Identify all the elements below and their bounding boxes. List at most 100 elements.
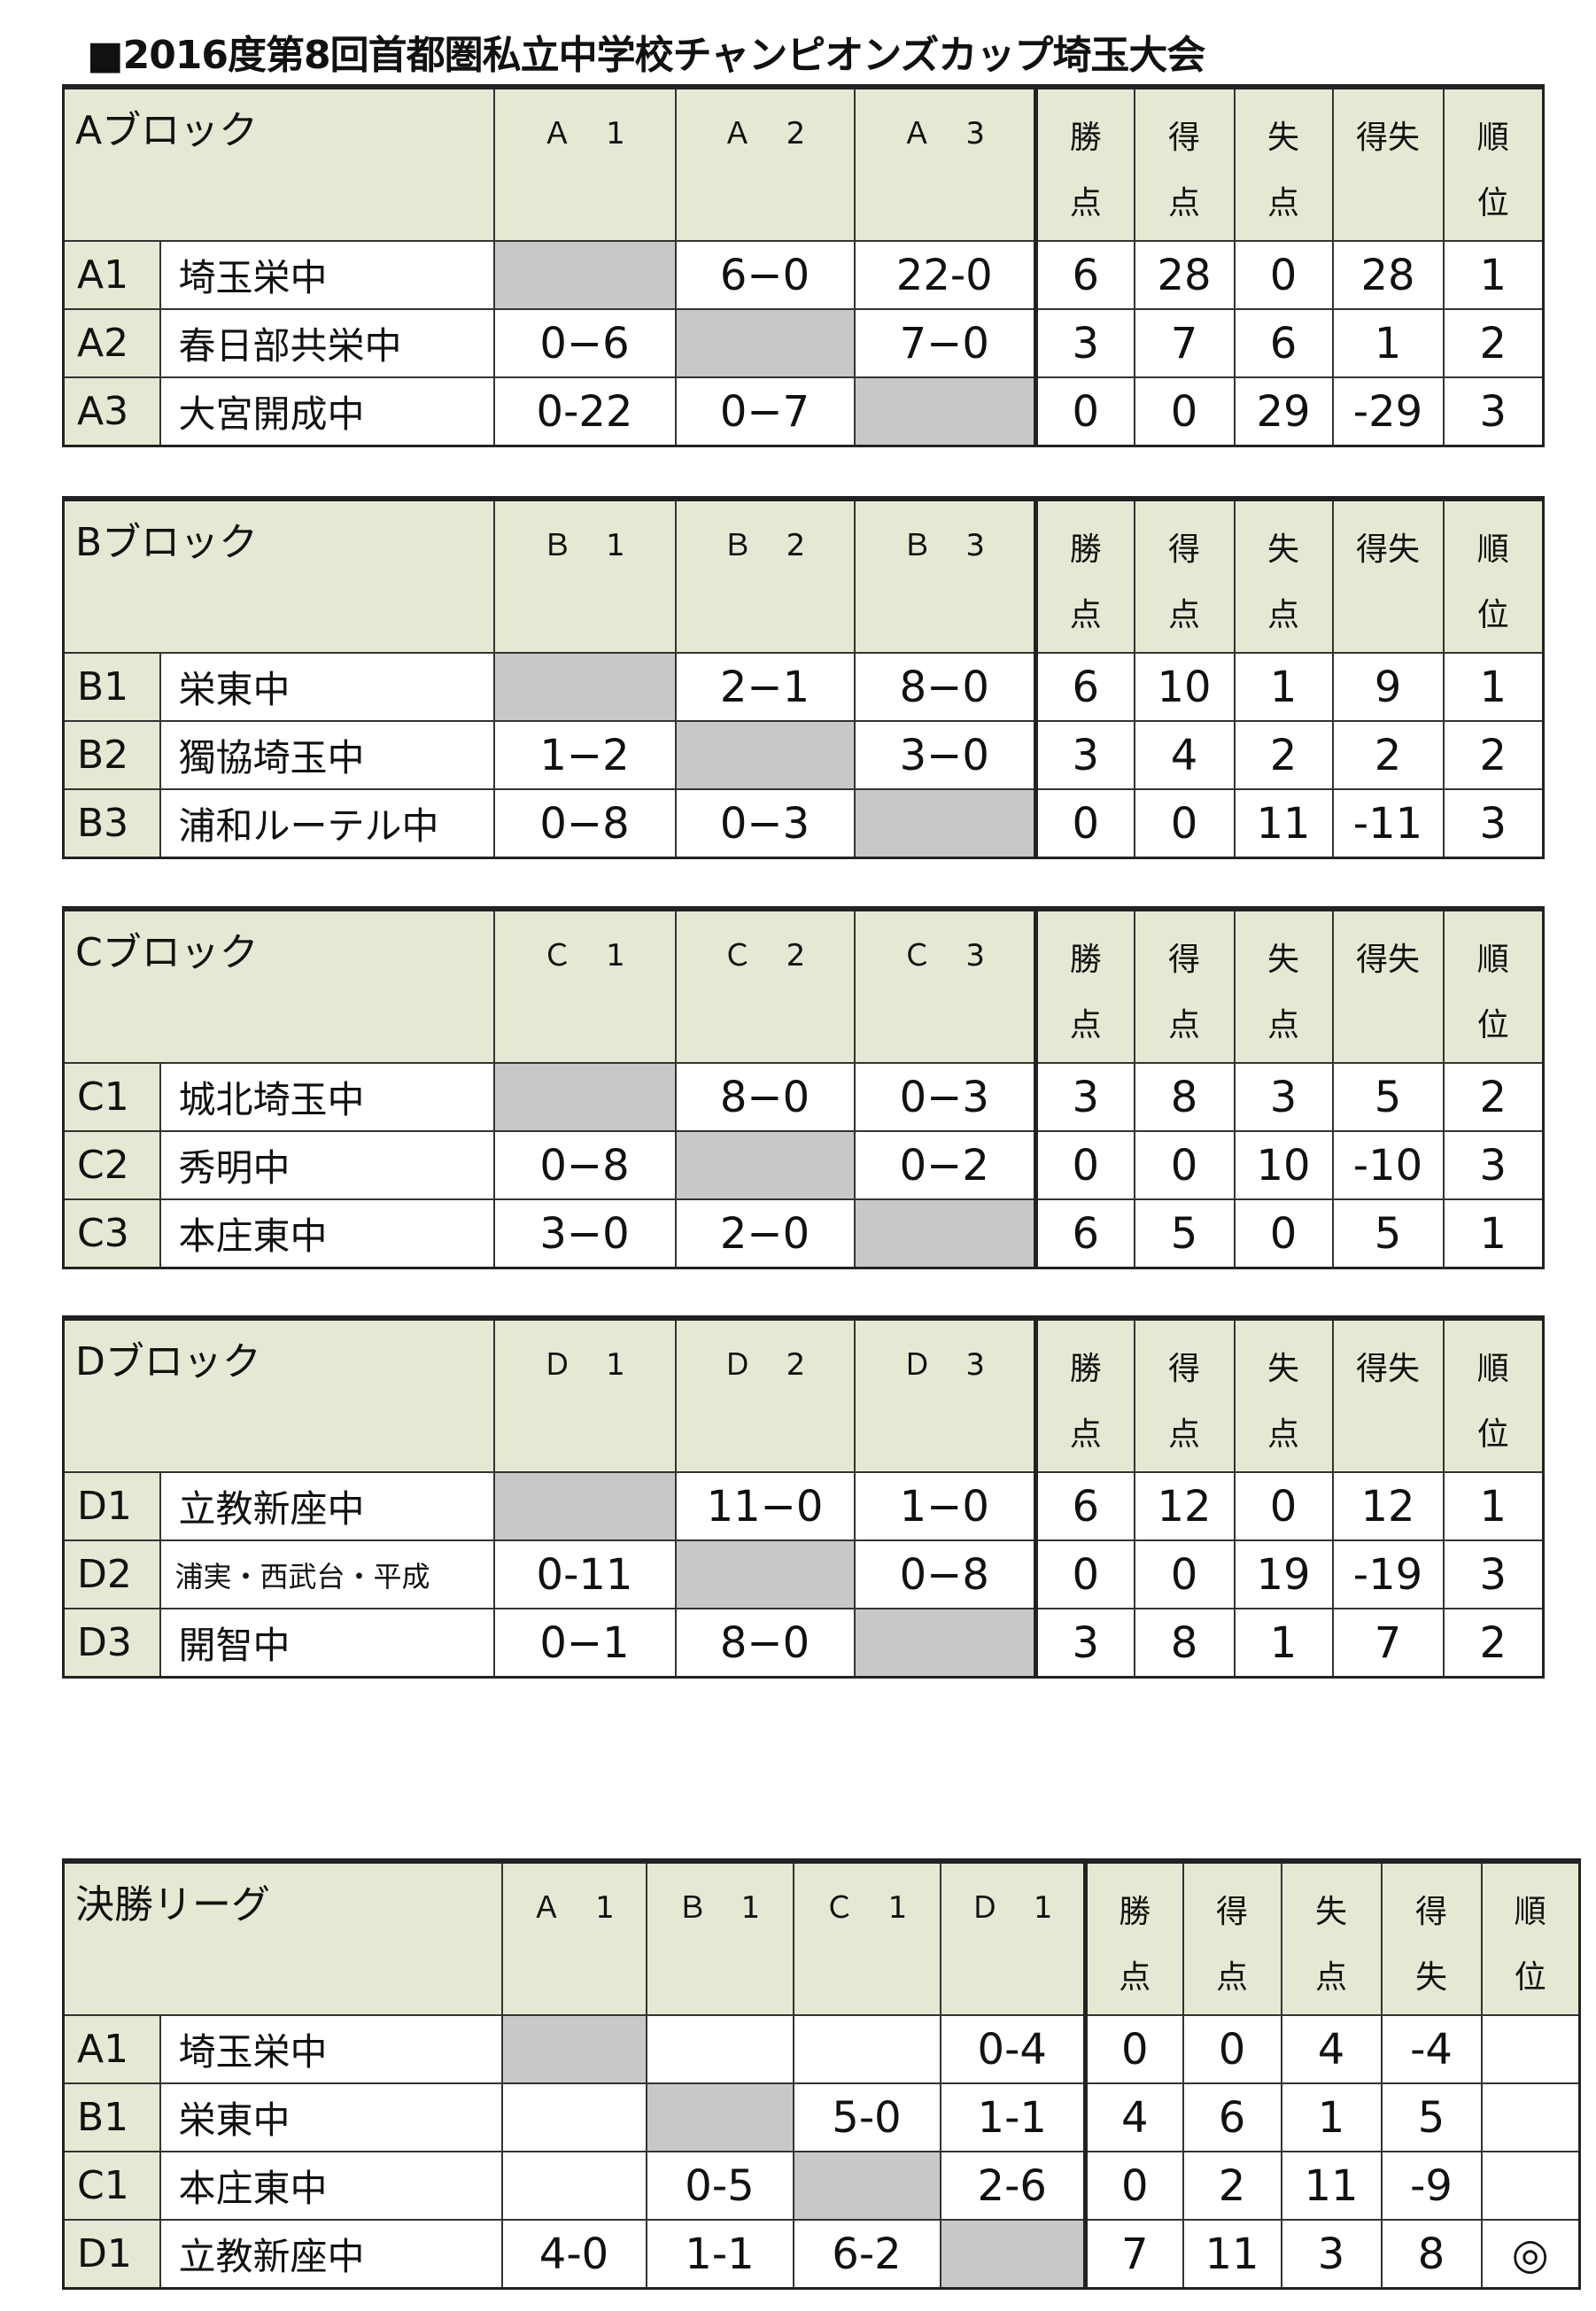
stat-cell [1480,2082,1581,2152]
stat-header-line: 位 [1476,185,1509,221]
stat-header-line: 点 [1267,185,1299,221]
stat-cell: 3 [1034,1608,1135,1679]
self-match-cell [645,2082,794,2152]
stat-header: 得失 [1331,498,1445,654]
stat-header-line: 失 [1267,120,1299,156]
stat-header-line: 失 [1414,1959,1447,1996]
stat-header: 得点 [1133,1317,1236,1473]
self-match-cell [674,720,856,790]
stat-cell: 11 [1233,788,1334,859]
stat-header: 得点 [1182,1860,1282,2016]
team-row: D1 立教新座中 4-0 1-1 6-2 7 11 3 8 ◎ [62,2219,1581,2290]
team-code: A2 [62,308,161,378]
stat-cell: 0 [1133,788,1236,859]
stat-header-line: 順 [1476,1351,1509,1387]
opponent-header: Ｂ 2 [674,498,856,654]
opponent-header: Ｄ 2 [674,1317,856,1473]
stat-header-line: 勝 [1069,1351,1102,1387]
stat-cell: 7 [1331,1608,1445,1679]
score-cell: 8−0 [674,1062,856,1132]
opponent-header: Ｃ 1 [792,1860,941,2016]
team-row: A1 埼玉栄中 6−0 22-0 6 28 0 28 1 [62,240,1545,310]
team-name: 本庄東中 [159,2151,503,2221]
stat-header: 失点 [1280,1860,1383,2016]
stat-cell: 4 [1083,2082,1184,2152]
score-cell: 0−8 [492,1130,677,1200]
stat-header-line: 点 [1069,597,1102,633]
stat-cell: 11 [1280,2151,1383,2221]
stat-header: 勝点 [1034,1317,1135,1473]
self-match-cell [853,788,1037,859]
opponent-header: Ａ 3 [853,86,1037,242]
stat-cell: 6 [1034,1198,1135,1269]
block-label: 決勝リーグ [62,1860,503,2016]
stat-header-line: 得失 [1355,942,1420,978]
score-cell: 22-0 [853,240,1037,310]
stat-cell: 3 [1034,720,1135,790]
team-name: 秀明中 [159,1130,495,1200]
stat-cell: 28 [1133,240,1236,310]
score-cell: 3−0 [492,1198,677,1269]
stat-cell: 12 [1133,1471,1236,1541]
stat-cell: 3 [1034,308,1135,378]
stat-cell: 9 [1331,652,1445,722]
stat-cell: 2 [1182,2151,1282,2221]
self-match-cell [674,308,856,378]
score-cell: 0−2 [853,1130,1037,1200]
team-name: 本庄東中 [159,1198,495,1269]
team-code: B2 [62,720,161,790]
stat-cell: 7 [1133,308,1236,378]
self-match-cell [674,1130,856,1200]
stat-cell: 1 [1331,308,1445,378]
score-cell: 1-1 [939,2082,1087,2152]
stat-cell: -19 [1331,1539,1445,1609]
score-cell: 0−3 [674,788,856,859]
page-title: ■2016度第8回首都圏私立中学校チャンピオンズカップ埼玉大会 [87,33,1205,78]
team-row: B3 浦和ルーテル中 0−8 0−3 0 0 11 -11 3 [62,788,1545,859]
stat-header-line: 得 [1215,1894,1248,1930]
stat-header-line: 失 [1314,1894,1347,1930]
stat-cell: 8 [1133,1062,1236,1132]
self-match-cell [492,652,677,722]
stat-header: 勝点 [1034,498,1135,654]
stat-cell: 3 [1280,2219,1383,2290]
stat-cell: 4 [1133,720,1236,790]
stat-header-line: 位 [1476,597,1509,633]
stat-header-line: 点 [1267,597,1299,633]
stat-header: 得失 [1331,908,1445,1064]
team-row: D3 開智中 0−1 8−0 3 8 1 7 2 [62,1608,1545,1679]
stat-header-line: 得失 [1355,1351,1420,1387]
self-match-cell [492,240,677,310]
opponent-header: Ｂ 1 [492,498,677,654]
stat-header: 得点 [1133,498,1236,654]
score-cell: 0−8 [853,1539,1037,1609]
team-code: C1 [62,1062,161,1132]
opponent-header: Ａ 2 [674,86,856,242]
score-cell: 0−8 [492,788,677,859]
stat-cell: ◎ [1480,2219,1581,2290]
stat-cell: 2 [1233,720,1334,790]
stat-cell: 6 [1034,1471,1135,1541]
opponent-header: Ａ 1 [492,86,677,242]
team-name: 春日部共栄中 [159,308,495,378]
opponent-header: Ｂ 1 [645,1860,794,2016]
self-match-cell [492,1062,677,1132]
stat-cell: 29 [1233,376,1334,447]
stat-cell: 5 [1133,1198,1236,1269]
stat-cell: 0 [1133,376,1236,447]
stat-header: 勝点 [1034,86,1135,242]
stat-header-line: 点 [1267,1416,1299,1453]
stat-header-line: 得失 [1355,531,1420,568]
self-match-cell [792,2151,941,2221]
stat-header: 順位 [1442,498,1545,654]
stat-cell: 0 [1133,1130,1236,1200]
stat-cell: 10 [1133,652,1236,722]
stat-cell: 1 [1280,2082,1383,2152]
stat-header: 順位 [1480,1860,1581,2016]
stat-header: 失点 [1233,86,1334,242]
